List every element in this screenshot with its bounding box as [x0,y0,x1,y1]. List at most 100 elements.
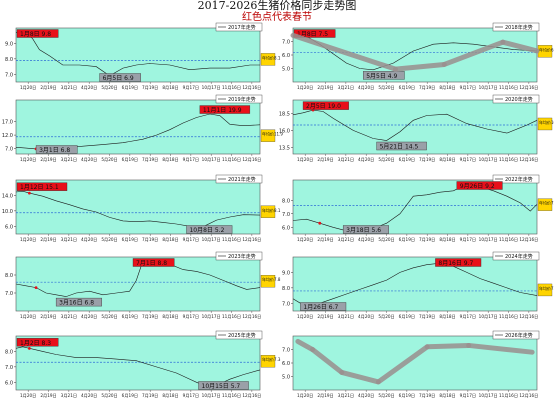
x-tick-label: 9月17日 [183,157,199,163]
x-tick-label: 5月20日 [101,314,117,320]
average-label-text: 年均价16.6 [539,119,554,125]
legend-box [492,22,540,32]
average-label: 年均价8.1 [260,205,281,218]
y-tick-label: 8.0 [282,286,290,292]
y-tick-label: 14.0 [2,193,13,199]
x-tick-label: 12月16日 [519,237,538,243]
trend-arrow [392,61,447,72]
x-tick-label: 9月17日 [460,157,476,163]
legend-text: 2023年走势 [228,253,256,260]
x-tick-label: 7月19日 [142,393,158,399]
legend: 2023年走势 [215,251,263,261]
trough-label: 1月26日 6.7 [300,302,347,311]
x-tick-label: 3月21日 [61,237,77,243]
legend-text: 2021年走势 [228,176,256,183]
legend: 2025年走势 [215,330,263,340]
x-tick-label: 3月21日 [338,314,354,320]
peak-label-bg [456,181,503,190]
legend-box [215,251,263,261]
x-tick-label: 12月16日 [519,393,538,399]
trend-arrow [424,342,472,350]
x-tick-label: 9月17日 [460,237,476,243]
x-tick-label: 1月20日 [297,85,313,91]
trough-label-bg [363,71,405,80]
x-tick-label: 11月16日 [222,393,241,399]
y-tick-label: 8.0 [5,273,13,279]
legend-text: 2022年走势 [505,176,533,183]
x-tick-label: 11月16日 [222,157,241,163]
legend-box [215,94,263,104]
y-tick-label: 7.0 [5,72,13,78]
legend: 2022年走势 [492,174,540,184]
average-label: 年均价7.3 [260,355,281,368]
legend-text: 2019年走势 [228,96,256,103]
chart-panel-0: 7.0 8.0 9.0 1月20日 2月19日 3月21日 4月20日 5月20日 6月19日 7… [5,22,281,91]
trend-arrow [339,369,381,385]
x-tick-label: 1月20日 [20,314,36,320]
x-tick-label: 1月20日 [20,157,36,163]
average-label-text: 年均价11.9 [262,131,283,137]
x-tick-label: 5月20日 [378,85,394,91]
x-tick-label: 5月20日 [378,237,394,243]
trend-arrow [290,32,398,72]
average-label-bg [260,205,276,218]
y-tick-label: 18.5 [279,112,290,118]
chart-panel-7: 7.0 8.0 9.0 1月20日 2月19日 3月21日 4月20日 5月20日 6月19日 7… [282,251,554,320]
x-tick-label: 2月19日 [317,314,333,320]
x-tick-label: 3月21日 [338,393,354,399]
x-tick-label: 6月19日 [122,85,138,91]
chart-panel-3: 13.5 16.0 18.5 1月20日 2月19日 3月21日 4月20日 5月20日 6月1… [279,94,554,163]
x-tick-label: 3月21日 [338,237,354,243]
average-label-bg [260,129,276,142]
x-tick-label: 9月17日 [460,314,476,320]
x-tick-label: 4月20日 [81,237,97,243]
y-tick-label: 6.0 [5,380,13,386]
peak-label-bg [16,182,68,191]
x-tick-label: 4月20日 [81,393,97,399]
legend: 2021年走势 [215,174,263,184]
x-tick-label: 2月19日 [317,237,333,243]
peak-label-text: 8月16日 9.7 [438,260,473,267]
x-tick-label: 2月19日 [40,85,56,91]
x-tick-label: 1月20日 [297,157,313,163]
spring-festival-point [318,221,322,225]
x-tick-label: 6月19日 [399,393,415,399]
chart-panel-5: 6.0 7.0 8.0 1月20日 2月19日 3月21日 4月20日 5月20日 6月19日 7… [282,174,554,243]
trough-label-bg [198,381,249,390]
x-tick-label: 4月20日 [358,237,374,243]
x-tick-label: 3月21日 [338,85,354,91]
x-tick-label: 12月16日 [242,393,261,399]
average-label-text: 年均价8.1 [262,54,281,60]
trough-label: 10月8日 5.2 [186,225,233,234]
x-tick-label: 10月17日 [479,157,498,163]
x-tick-label: 4月20日 [81,157,97,163]
legend-box [492,251,540,261]
trough-label-text: 1月26日 6.7 [303,304,338,311]
y-tick-label: 8.0 [282,198,290,204]
y-tick-label: 7.0 [282,40,290,46]
x-tick-label: 10月17日 [479,85,498,91]
chart-panel-9: 5.0 6.0 7.0 1月20日 2月19日 3月21日 4月20日 5月20日 6月19日 7… [282,330,540,399]
x-tick-label: 9月17日 [183,85,199,91]
legend-text: 2017年走势 [228,24,256,31]
trough-label-bg [300,302,347,311]
y-tick-label: 6.0 [282,361,290,367]
trough-label-text: 3月18日 5.6 [346,227,381,234]
legend-box [215,174,263,184]
x-tick-label: 6月19日 [399,237,415,243]
x-tick-label: 7月19日 [419,237,435,243]
x-tick-label: 8月18日 [439,85,455,91]
x-tick-label: 4月20日 [81,314,97,320]
x-tick-label: 11月16日 [499,393,518,399]
series-line [15,190,261,230]
chart-panel-2: 7.0 12.0 17.0 1月20日 2月19日 3月21日 4月20日 5月20日 6月19… [2,94,283,163]
series-line [292,261,538,309]
legend: 2017年走势 [215,22,263,32]
average-label: 年均价11.9 [260,129,283,142]
peak-label: 11月1日 19.9 [199,105,251,114]
y-tick-label: 17.0 [2,120,13,126]
x-tick-label: 11月16日 [222,314,241,320]
legend-box [215,330,263,340]
average-label-bg [537,283,553,297]
x-tick-label: 8月18日 [439,314,455,320]
